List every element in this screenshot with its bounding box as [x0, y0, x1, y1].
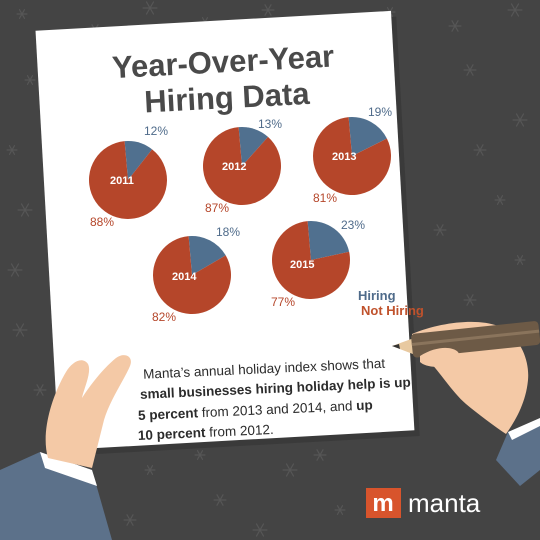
pie-slice-not-hiring	[272, 221, 350, 299]
pie-year-label: 2015	[290, 259, 314, 271]
left-hand-illustration	[0, 355, 131, 540]
snowflake-pattern	[6, 1, 528, 537]
manta-logo-mark	[366, 488, 401, 518]
pie-not-hiring-label: 88%	[90, 215, 114, 229]
pie-slice-hiring	[188, 236, 226, 275]
legend-not-hiring: Not Hiring	[361, 303, 424, 318]
pie-year-label: 2011	[110, 175, 134, 187]
snowflake-icon	[33, 384, 47, 396]
pie-slice-hiring	[238, 127, 268, 166]
body-line-3-rest: from 2013 and 2014, and	[198, 398, 357, 420]
body-line-4-bold: 10 percent	[138, 425, 207, 443]
pie-slice-not-hiring	[203, 127, 281, 205]
snowflake-icon	[313, 449, 327, 461]
pie-not-hiring-label: 87%	[205, 201, 229, 215]
snowflake-icon	[24, 75, 36, 85]
snowflake-icon	[252, 523, 268, 537]
snowflake-icon	[12, 323, 28, 337]
pie-2013	[313, 117, 391, 195]
pie-charts: 2011 12% 88% 2012 13% 87% 2013 19% 81% 2014 18% 82%…	[89, 105, 392, 324]
pie-2014	[153, 236, 231, 314]
snowflake-icon	[17, 203, 33, 217]
snowflake-icon	[282, 463, 298, 477]
snowflake-icon	[494, 195, 506, 205]
pie-slice-hiring	[348, 117, 387, 156]
snowflake-icon	[463, 294, 477, 306]
snowflake-icon	[448, 20, 462, 32]
body-line-3-bold: 5 percent	[138, 405, 199, 423]
snowflake-icon	[473, 144, 487, 156]
snowflake-icon	[7, 263, 23, 277]
pie-hiring-label: 23%	[341, 218, 365, 232]
pie-hiring-label: 12%	[144, 124, 168, 138]
pie-year-label: 2014	[172, 271, 197, 283]
snowflake-icon	[334, 505, 346, 515]
snowflake-icon	[213, 494, 227, 506]
snowflake-icon	[16, 9, 28, 19]
snowflake-icon	[261, 4, 275, 16]
snowflake-icon	[142, 1, 158, 15]
snowflake-icon	[123, 514, 137, 526]
snowflake-icon	[6, 145, 18, 155]
pie-slice-not-hiring	[89, 141, 167, 219]
pie-slice-hiring	[124, 141, 153, 180]
pie-slice-not-hiring	[153, 236, 231, 314]
title-group: Year-Over-Year Hiring Data	[111, 39, 335, 120]
body-line-4-rest: from 2012.	[205, 422, 274, 440]
pie-hiring-label: 13%	[258, 117, 282, 131]
manta-logo-mark-letter: m	[372, 490, 393, 517]
snowflake-icon	[512, 113, 528, 127]
snowflake-icon	[144, 465, 156, 475]
pie-year-label: 2012	[222, 161, 246, 173]
body-line-4: 10 percent from 2012.	[138, 422, 274, 443]
pie-slice-hiring	[307, 221, 350, 260]
pie-hiring-label: 19%	[368, 105, 392, 119]
snowflake-icon	[433, 224, 447, 236]
body-line-3: 5 percent from 2013 and 2014, and up	[138, 397, 373, 423]
pie-hiring-label: 18%	[216, 225, 240, 239]
pie-2012	[203, 127, 281, 205]
pie-2011	[89, 141, 167, 219]
manta-logo: m manta	[366, 488, 481, 518]
pie-2015	[272, 221, 350, 299]
snowflake-icon	[507, 3, 523, 17]
snowflake-icon	[194, 450, 206, 460]
pie-not-hiring-label: 81%	[313, 191, 337, 205]
page-title-line-2: Hiring Data	[143, 76, 311, 120]
snowflake-icon	[514, 255, 526, 265]
chart-legend: Hiring Not Hiring	[358, 288, 424, 318]
legend-hiring: Hiring	[358, 288, 396, 303]
snowflake-icon	[463, 64, 477, 76]
paper-sheet	[35, 10, 420, 456]
body-line-3-bold-2: up	[356, 397, 373, 413]
manta-logo-text: manta	[408, 488, 481, 518]
pie-slice-not-hiring	[313, 117, 391, 195]
right-hand-illustration	[392, 321, 540, 486]
pie-not-hiring-label: 77%	[271, 295, 295, 309]
pie-year-label: 2013	[332, 151, 356, 163]
pie-not-hiring-label: 82%	[152, 310, 176, 324]
